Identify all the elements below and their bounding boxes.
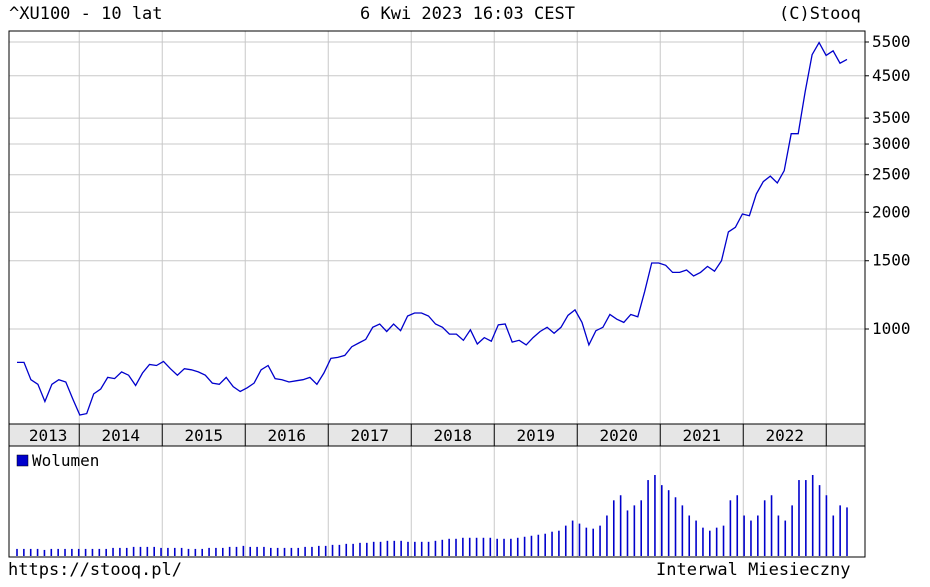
x-tick-label: 2018	[433, 426, 472, 445]
price-grid	[9, 31, 865, 424]
x-tick-label: 2014	[101, 426, 140, 445]
x-tick-label: 2021	[682, 426, 721, 445]
price-y-tick-label: 1500	[872, 251, 911, 270]
x-tick-label: 2017	[350, 426, 389, 445]
price-y-tick-label: 2000	[872, 202, 911, 221]
copyright-label: (C)Stooq	[779, 4, 861, 24]
price-series-line	[17, 41, 848, 416]
x-tick-label: 2022	[765, 426, 804, 445]
chart-title: ^XU100 - 10 lat	[9, 4, 163, 24]
source-url[interactable]: https://stooq.pl/	[8, 560, 182, 580]
price-y-tick-label: 3500	[872, 108, 911, 127]
volume-bars	[16, 475, 848, 556]
x-tick-label: 2013	[29, 426, 68, 445]
chart-timestamp: 6 Kwi 2023 16:03 CEST	[360, 4, 575, 24]
price-y-tick-label: 5500	[872, 32, 911, 51]
price-y-tick-label: 3000	[872, 134, 911, 153]
price-y-tick-label: 4500	[872, 66, 911, 85]
price-y-tick-label: 1000	[872, 319, 911, 338]
price-y-axis: 5500 4500 3500 3000 2500 2000 1500 1000	[865, 32, 911, 338]
x-axis-band: 2013 2014 2015 2016 2017 2018 2019 2020 2021 2022	[8, 423, 866, 447]
volume-legend-swatch	[16, 454, 29, 467]
interval-label: Interwal Miesieczny	[656, 560, 851, 580]
x-tick-label: 2016	[267, 426, 306, 445]
price-plot-frame	[8, 30, 866, 425]
volume-grid	[78, 446, 827, 557]
price-y-tick-label: 2500	[872, 165, 911, 184]
x-tick-label: 2020	[599, 426, 638, 445]
x-tick-label: 2019	[516, 426, 555, 445]
x-tick-label: 2015	[184, 426, 223, 445]
volume-legend-label: Wolumen	[32, 451, 99, 470]
volume-plot-frame	[8, 445, 866, 558]
